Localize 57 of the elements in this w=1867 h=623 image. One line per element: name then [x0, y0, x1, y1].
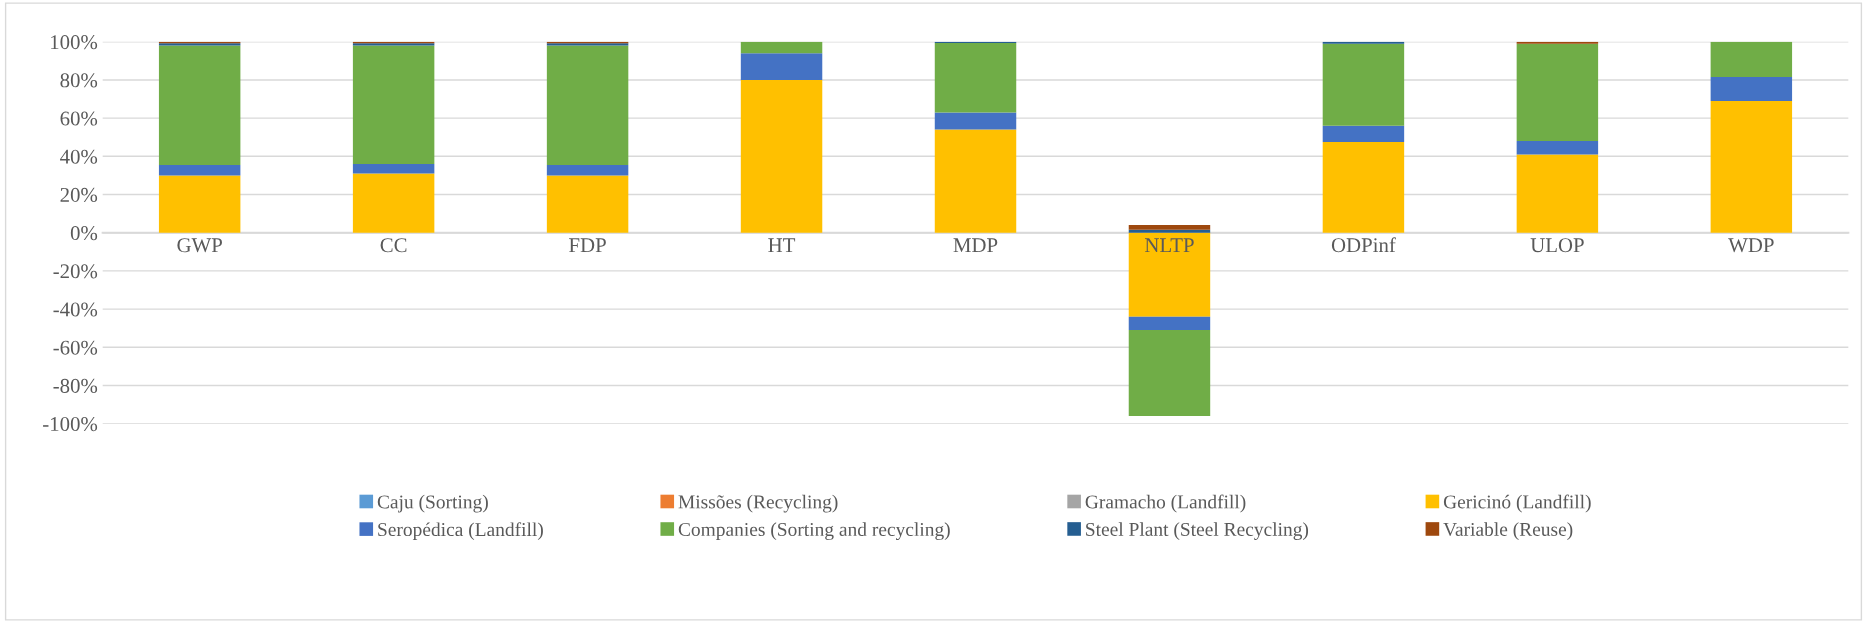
y-tick-label: 80%: [60, 73, 98, 88]
legend-label: Companies (Sorting and recycling): [678, 522, 950, 541]
x-tick-label: WDP: [1728, 238, 1774, 253]
x-tick-label: ODPinf: [1331, 237, 1396, 253]
y-tick-label: -80%: [53, 378, 98, 393]
bar: [1710, 77, 1793, 101]
legend-label: Gramacho (Landfill): [1085, 494, 1246, 513]
legend-label: Missões (Recycling): [678, 494, 838, 513]
x-tick-label: ULOP: [1530, 238, 1584, 253]
bar: [934, 42, 1017, 113]
bar: [1710, 100, 1793, 233]
bar: [934, 129, 1017, 233]
bar: [158, 45, 241, 165]
y-tick-label: -20%: [53, 264, 98, 279]
x-tick-label: MDP: [953, 238, 998, 253]
bar: [1128, 225, 1211, 230]
bar: [158, 175, 241, 233]
legend-label: Gericinó (Landfill): [1443, 494, 1591, 513]
bar: [1322, 141, 1405, 233]
bar: [352, 45, 435, 164]
bar: [352, 173, 435, 233]
bar: [1322, 43, 1405, 126]
y-tick-label: 40%: [60, 149, 98, 164]
bar: [1710, 41, 1793, 78]
bar: [352, 163, 435, 174]
legend-label: Caju (Sorting): [377, 494, 488, 513]
bar: [934, 112, 1017, 130]
bar: [740, 53, 823, 80]
x-tick-label: HT: [768, 238, 796, 253]
legend-label: Seropédica (Landfill): [378, 522, 543, 541]
x-tick-label: FDP: [569, 238, 606, 253]
bar: [158, 164, 241, 176]
bar: [1516, 141, 1599, 155]
bar: [1516, 43, 1599, 142]
bar: [1128, 330, 1211, 416]
y-tick-label: 100%: [51, 35, 98, 50]
bar: [546, 164, 629, 176]
y-tick-label: 20%: [60, 187, 98, 202]
bar: [740, 79, 823, 233]
bar: [1128, 229, 1211, 233]
y-tick-label: 60%: [60, 111, 98, 126]
y-tick-label: -100%: [43, 417, 98, 432]
bar: [546, 175, 629, 233]
bar: [740, 41, 823, 54]
bar: [1516, 154, 1599, 233]
x-tick-label: CC: [380, 238, 407, 253]
legend-label: Steel Plant (Steel Recycling): [1086, 522, 1309, 540]
x-tick-label: NLTP: [1144, 238, 1194, 253]
y-tick-label: -40%: [53, 302, 98, 317]
bar: [1322, 125, 1405, 142]
x-tick-label: GWP: [177, 238, 222, 253]
bar: [546, 45, 629, 165]
legend-label: Variable (Reuse): [1443, 522, 1573, 540]
bar: [1128, 232, 1211, 317]
y-tick-label: 0%: [70, 226, 98, 241]
y-tick-label: -60%: [53, 340, 98, 355]
bar: [1128, 316, 1211, 331]
